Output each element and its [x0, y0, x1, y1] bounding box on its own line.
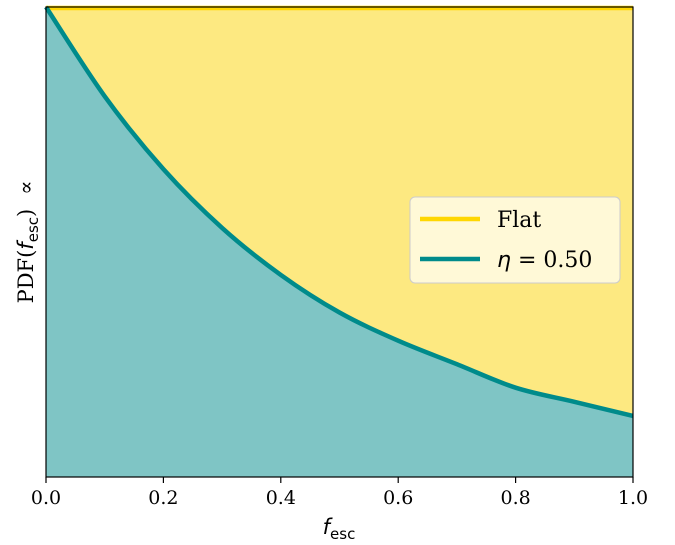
eta-area-fill	[46, 7, 633, 477]
y-axis-label-suffix: )	[14, 209, 38, 217]
x-tick-label: 0.2	[148, 487, 178, 509]
eta-series-line	[44, 5, 634, 419]
legend-eta-rest: = 0.50	[511, 248, 592, 273]
x-axis-label-sub: esc	[330, 525, 355, 543]
x-tick-label: 0.0	[31, 487, 61, 509]
x-tick-label: 0.6	[383, 487, 413, 509]
y-axis-label-var: f	[14, 239, 38, 250]
x-tick-label: 0.8	[500, 487, 530, 509]
x-axis-label: fesc	[323, 515, 356, 543]
y-axis-label-sub: esc	[24, 217, 42, 242]
legend-eta-label: η = 0.50	[497, 248, 592, 273]
legend-flat-label: Flat	[497, 208, 541, 233]
x-axis-label-base: f	[323, 515, 334, 539]
y-axis-label-symbol: ∝	[14, 181, 38, 195]
plot-frame	[45, 6, 634, 478]
legend-eta-symbol: η	[497, 248, 511, 273]
y-axis-label: PDF(fesc) ∝	[14, 181, 42, 304]
y-axis-label-prefix: PDF(	[14, 250, 38, 304]
x-tick-label: 0.4	[266, 487, 296, 509]
x-tick-label: 1.0	[618, 487, 648, 509]
legend: Flat η = 0.50	[409, 196, 621, 284]
x-axis-ticks: 0.0 0.2 0.4 0.6 0.8 1.0	[31, 477, 648, 509]
